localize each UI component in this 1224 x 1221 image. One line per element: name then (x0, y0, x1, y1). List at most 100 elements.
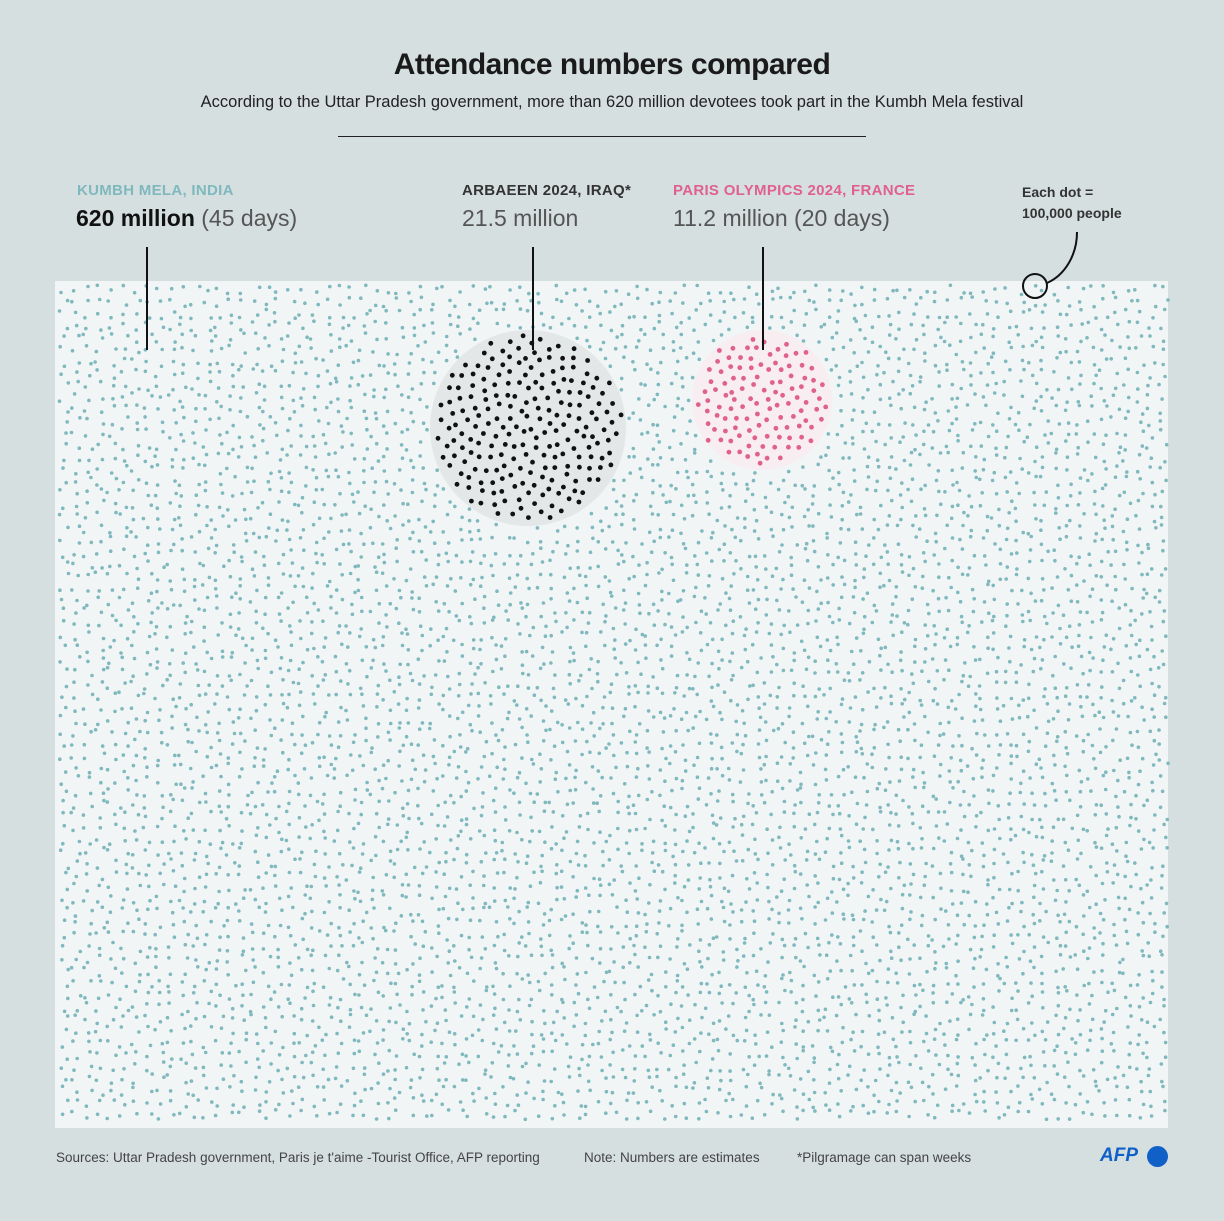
dot-kumbh (884, 767, 888, 771)
dot-kumbh (170, 910, 175, 915)
dot-kumbh (932, 624, 936, 628)
dot-kumbh (1138, 477, 1142, 481)
dot-kumbh (404, 627, 408, 631)
dot-kumbh (134, 753, 139, 758)
dot-kumbh (180, 548, 184, 553)
dot-kumbh (986, 828, 991, 833)
dot-kumbh (293, 316, 298, 321)
dot-kumbh (353, 896, 357, 901)
dot-kumbh (240, 636, 245, 641)
dot-kumbh (442, 872, 447, 876)
dot-kumbh (123, 839, 127, 843)
dot-kumbh (516, 860, 520, 864)
dot-kumbh (83, 851, 88, 855)
dot-kumbh (422, 575, 427, 579)
dot-kumbh (938, 721, 942, 726)
dot-kumbh (968, 674, 972, 679)
dot-kumbh (213, 578, 218, 583)
dot-kumbh (114, 870, 119, 874)
dot-arbaeen (576, 499, 582, 505)
dot-kumbh (1164, 901, 1169, 906)
dot-kumbh (959, 386, 963, 391)
dot-kumbh (1100, 537, 1104, 542)
dot-kumbh (112, 376, 117, 381)
dot-kumbh (1046, 549, 1050, 554)
dot-kumbh (134, 328, 138, 332)
dot-kumbh (696, 661, 700, 665)
dot-kumbh (650, 851, 655, 855)
dot-paris (803, 418, 809, 423)
dot-kumbh (137, 871, 141, 876)
dot-kumbh (745, 659, 750, 664)
dot-kumbh (279, 738, 283, 742)
dot-paris (722, 381, 728, 386)
dot-kumbh (417, 610, 422, 614)
dot-kumbh (803, 487, 807, 491)
dot-kumbh (590, 525, 595, 530)
dot-kumbh (214, 763, 219, 768)
dot-kumbh (740, 709, 745, 713)
dot-kumbh (300, 403, 305, 408)
dot-kumbh (769, 670, 774, 674)
dot-kumbh (382, 503, 386, 507)
dot-kumbh (918, 826, 923, 830)
dot-arbaeen (518, 505, 524, 511)
dot-kumbh (1104, 812, 1109, 816)
dot-kumbh (349, 376, 354, 380)
dot-kumbh (950, 558, 954, 563)
dot-kumbh (934, 478, 939, 483)
dot-kumbh (1089, 635, 1093, 640)
dot-kumbh (651, 490, 655, 495)
dot-kumbh (309, 346, 313, 350)
dot-kumbh (827, 298, 832, 302)
dot-kumbh (417, 884, 422, 888)
dot-kumbh (134, 717, 139, 721)
dot-kumbh (114, 858, 118, 863)
dot-kumbh (170, 648, 175, 652)
dot-kumbh (722, 886, 727, 891)
dot-kumbh (169, 548, 173, 553)
dot-kumbh (795, 543, 800, 547)
dot-kumbh (1082, 914, 1086, 918)
dot-kumbh (1134, 642, 1138, 647)
dot-kumbh (697, 887, 701, 891)
dot-kumbh (179, 782, 183, 786)
dot-kumbh (251, 367, 256, 371)
dot-kumbh (936, 419, 940, 423)
dot-kumbh (464, 852, 469, 857)
dot-kumbh (83, 434, 88, 438)
dot-kumbh (1056, 483, 1060, 488)
dot-kumbh (894, 793, 899, 798)
dot-kumbh (289, 444, 294, 448)
dot-kumbh (646, 764, 650, 768)
dot-kumbh (250, 567, 255, 571)
dot-kumbh (1139, 420, 1143, 425)
dot-kumbh (471, 906, 475, 911)
dot-kumbh (1085, 829, 1089, 833)
dot-kumbh (388, 601, 393, 606)
dot-kumbh (779, 632, 783, 637)
dot-kumbh (160, 840, 165, 844)
dot-arbaeen (494, 416, 500, 422)
dot-kumbh (813, 852, 818, 856)
dot-kumbh (168, 673, 172, 678)
dot-kumbh (658, 710, 663, 715)
dot-kumbh (841, 767, 846, 772)
dot-kumbh (1093, 455, 1098, 460)
dot-kumbh (120, 395, 125, 399)
dot-kumbh (1020, 588, 1024, 593)
dot-kumbh (384, 776, 388, 781)
dot-kumbh (777, 911, 781, 916)
dot-kumbh (1130, 743, 1134, 747)
dot-kumbh (766, 851, 770, 855)
dot-kumbh (658, 899, 663, 903)
dot-kumbh (705, 501, 710, 505)
dot-kumbh (447, 609, 451, 614)
dot-kumbh (1141, 429, 1146, 434)
dot-kumbh (942, 810, 947, 814)
dot-kumbh (864, 421, 869, 426)
dot-kumbh (400, 893, 405, 898)
dot-kumbh (265, 451, 270, 455)
dot-kumbh (819, 325, 824, 329)
dot-kumbh (340, 642, 344, 647)
